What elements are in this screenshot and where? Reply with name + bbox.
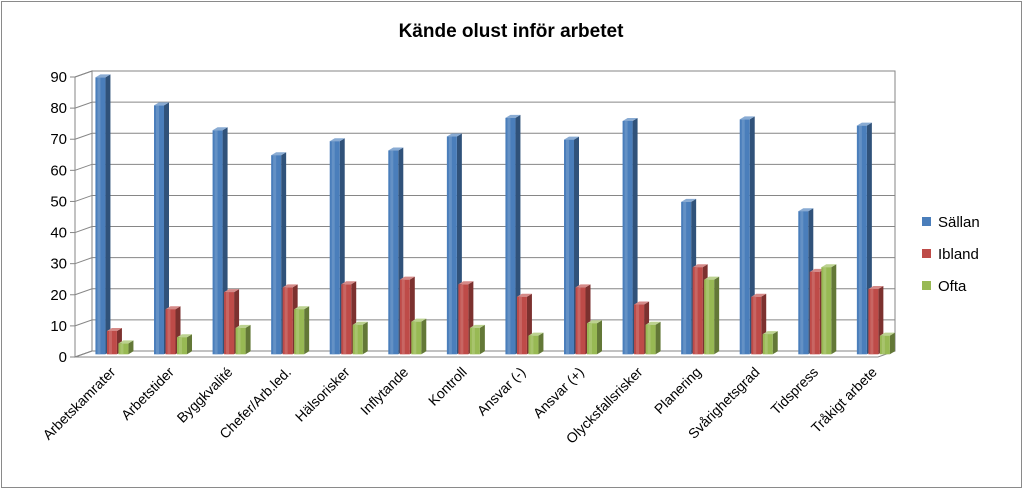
bar (645, 321, 661, 355)
y-tick-label: 90 (50, 69, 67, 86)
y-tick-label: 40 (50, 225, 67, 242)
bar (505, 114, 521, 355)
legend-swatch (922, 249, 931, 258)
x-tick-label: Ansvar (+) (530, 364, 587, 421)
bar (879, 332, 895, 355)
legend-label: Ibland (938, 246, 979, 263)
side-wall (74, 70, 93, 358)
bar (95, 74, 111, 355)
bar (352, 321, 368, 355)
y-tick-label: 80 (50, 100, 67, 117)
x-tick-label: Inflytande (357, 364, 411, 418)
bar (411, 318, 427, 355)
legend-label: Ofta (938, 278, 967, 295)
y-tick-label: 0 (59, 349, 67, 366)
y-tick-label: 20 (50, 287, 67, 304)
x-tick-label: Ansvar (-) (474, 364, 529, 419)
legend-swatch (922, 281, 931, 290)
bar (821, 264, 837, 355)
bar (528, 332, 544, 355)
x-tick-label: Byggkvalité (174, 364, 236, 426)
x-tick-label: Planering (651, 364, 704, 417)
gridline (74, 70, 895, 78)
legend-swatch (922, 217, 931, 226)
x-axis-ticks: Arbetskamrater ArbetstiderByggkvalitéChef… (39, 364, 880, 447)
y-tick-label: 30 (50, 256, 67, 273)
bar (587, 320, 603, 355)
bars (95, 74, 895, 355)
y-tick-label: 70 (50, 131, 67, 148)
bar (294, 306, 310, 355)
legend-label: Sällan (938, 214, 980, 231)
chart-title: Kände olust inför arbetet (399, 21, 625, 42)
x-tick-label: Hälsorisker (292, 364, 353, 425)
chart-walls (74, 70, 896, 358)
bar (704, 276, 720, 355)
bar (739, 116, 755, 355)
bar (154, 102, 170, 355)
x-tick-label: Arbetstider (118, 364, 177, 423)
x-tick-label: Kontroll (425, 364, 470, 409)
x-tick-label: Tidspress (767, 364, 821, 418)
gridline (74, 101, 895, 109)
bar (469, 324, 485, 355)
y-tick-label: 10 (50, 318, 67, 335)
bar (177, 334, 193, 355)
y-tick-label: 50 (50, 193, 67, 210)
bar (235, 324, 251, 355)
y-tick-label: 60 (50, 162, 67, 179)
bar (118, 340, 134, 355)
back-wall (91, 70, 896, 352)
legend: Sällan Ibland Ofta (922, 214, 980, 295)
bar (622, 117, 638, 355)
bar (868, 285, 884, 355)
bar (762, 331, 778, 355)
x-tick-label: Arbetskamrater (39, 364, 118, 443)
y-axis-ticks: 0 10 20 30 40 50 60 70 80 90 (50, 69, 76, 366)
